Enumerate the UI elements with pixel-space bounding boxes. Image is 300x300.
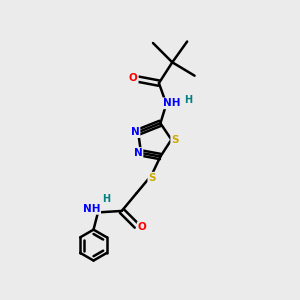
Text: O: O [138, 222, 146, 232]
Text: O: O [129, 73, 138, 83]
Text: S: S [171, 135, 179, 145]
Text: N: N [134, 148, 142, 158]
Text: NH: NH [163, 98, 180, 108]
Text: H: H [102, 194, 110, 204]
Text: N: N [131, 127, 140, 137]
Text: NH: NH [83, 204, 100, 214]
Text: S: S [148, 172, 156, 183]
Text: H: H [184, 95, 193, 105]
